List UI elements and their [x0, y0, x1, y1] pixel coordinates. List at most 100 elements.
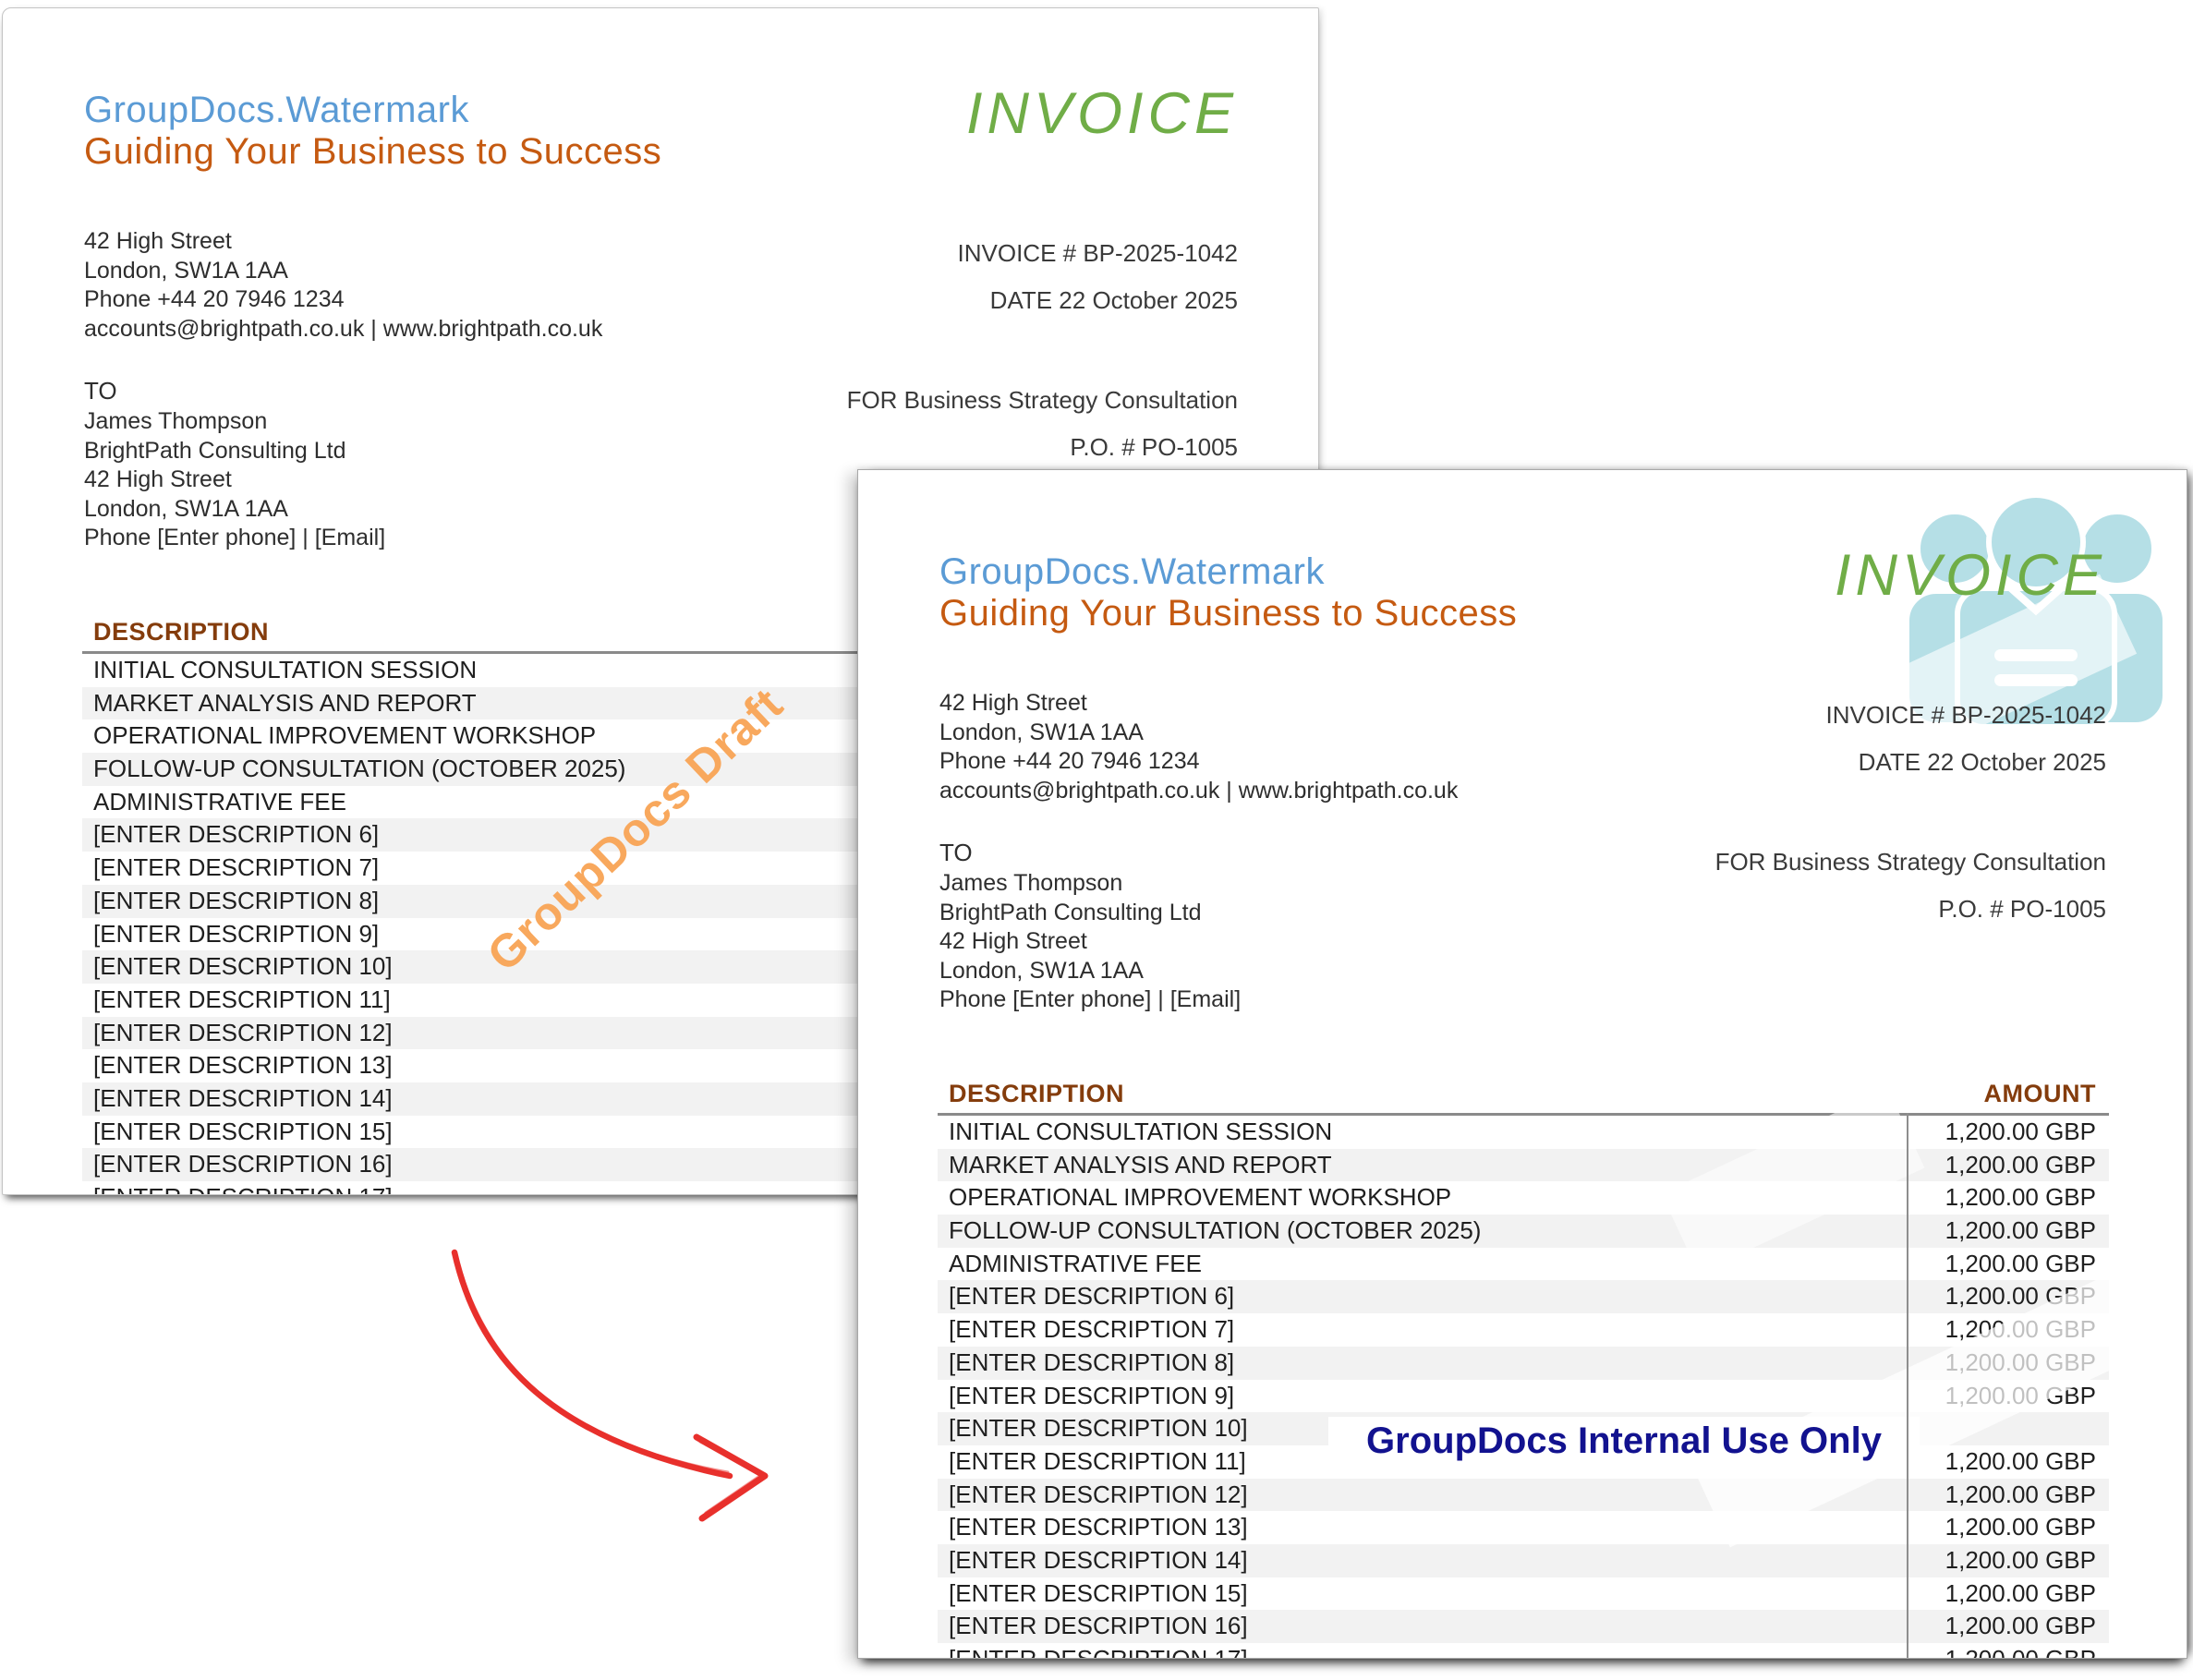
invoice-title: INVOICE — [965, 81, 1238, 146]
row-amount: 1,200.00 GBP — [1945, 1480, 2096, 1508]
table-row: [ENTER DESCRIPTION 11] — [82, 984, 1254, 1017]
amount-column-divider — [1907, 1113, 1908, 1658]
table-rows: INITIAL CONSULTATION SESSION 1,200.00 GB… — [938, 1116, 2109, 1659]
invoice-page-internal: GroupDocs.Watermark Guiding Your Busines… — [857, 469, 2187, 1659]
invoice-for: FOR Business Strategy Consultation — [846, 386, 1238, 414]
row-description: [ENTER DESCRIPTION 15] — [949, 1578, 1248, 1607]
recipient-line: 42 High Street — [939, 928, 1087, 954]
recipient-line: Phone [Enter phone] | [Email] — [939, 986, 1242, 1012]
row-amount: 1,200.00 GBP — [1945, 1612, 2096, 1640]
row-description: [ENTER DESCRIPTION 16] — [93, 1150, 393, 1178]
row-description: [ENTER DESCRIPTION 7] — [93, 853, 380, 882]
row-amount: 1,200.00 GBP — [1945, 1545, 2096, 1574]
row-description: INITIAL CONSULTATION SESSION — [93, 656, 478, 683]
invoice-date: DATE 22 October 2025 — [989, 285, 1238, 314]
row-amount: 1,200.00 GBP — [1945, 1381, 2096, 1409]
row-description: [ENTER DESCRIPTION 13] — [93, 1051, 393, 1080]
recipient-line: London, SW1A 1AA — [84, 495, 288, 522]
row-description: [ENTER DESCRIPTION 13] — [949, 1513, 1248, 1541]
row-amount: 1,200.00 GBP — [1945, 1183, 2096, 1212]
row-description: MARKET ANALYSIS AND REPORT — [949, 1150, 1332, 1178]
table-row: [ENTER DESCRIPTION 8] 1,200.00 GBP — [938, 1346, 2109, 1380]
table-row: INITIAL CONSULTATION SESSION — [82, 654, 1254, 687]
recipient-line: Phone [Enter phone] | [Email] — [84, 525, 386, 550]
row-amount: 1,200.00 GBP — [1945, 1118, 2096, 1145]
internal-use-watermark: GroupDocs Internal Use Only — [1328, 1417, 1920, 1466]
row-description: [ENTER DESCRIPTION 12] — [949, 1480, 1248, 1508]
table-row: [ENTER DESCRIPTION 17] — [82, 1181, 1254, 1194]
company-address-line: Phone +44 20 7946 1234 — [84, 286, 345, 312]
company-address-line: London, SW1A 1AA — [939, 719, 1144, 745]
recipient-line: BrightPath Consulting Ltd — [939, 899, 1202, 925]
row-description: [ENTER DESCRIPTION 11] — [949, 1446, 1246, 1475]
recipient-line: James Thompson — [84, 408, 268, 434]
row-description: [ENTER DESCRIPTION 12] — [93, 1018, 393, 1046]
row-amount: 1,200.00 GBP — [1945, 1216, 2096, 1245]
row-description: [ENTER DESCRIPTION 17] — [949, 1645, 1248, 1659]
invoice-po: P.O. # PO-1005 — [1938, 894, 2106, 923]
row-amount: 1,200.00 GBP — [1945, 1645, 2096, 1659]
row-amount: 1,200.00 GBP — [1945, 1315, 2096, 1344]
recipient-block: James Thompson BrightPath Consulting Ltd 4… — [84, 407, 385, 553]
invoice-date: DATE 22 October 2025 — [1858, 747, 2106, 776]
company-address-line: accounts@brightpath.co.uk | www.brightpa… — [84, 315, 603, 342]
table-row: [ENTER DESCRIPTION 15] — [82, 1116, 1254, 1149]
table-row: [ENTER DESCRIPTION 9] — [82, 918, 1254, 951]
row-description: FOLLOW-UP CONSULTATION (OCTOBER 2025) — [949, 1216, 1482, 1245]
table-row: [ENTER DESCRIPTION 14] 1,200.00 GBP — [938, 1543, 2109, 1577]
brand-tagline: Guiding Your Business to Success — [939, 593, 1518, 634]
row-description: [ENTER DESCRIPTION 14] — [93, 1083, 393, 1112]
row-description: ADMINISTRATIVE FEE — [949, 1249, 1202, 1277]
row-description: [ENTER DESCRIPTION 17] — [82, 1181, 1254, 1194]
row-amount: 1,200.00 GBP — [1945, 1513, 2096, 1541]
row-description: OPERATIONAL IMPROVEMENT WORKSHOP — [949, 1183, 1452, 1212]
row-description: MARKET ANALYSIS AND REPORT — [93, 688, 477, 717]
table-header-rule — [82, 651, 1254, 654]
table-row: [ENTER DESCRIPTION 13] — [82, 1049, 1254, 1082]
recipient-line: 42 High Street — [84, 466, 232, 492]
row-description: [ENTER DESCRIPTION 8] — [93, 886, 380, 914]
invoice-po: P.O. # PO-1005 — [1070, 432, 1238, 461]
row-description: INITIAL CONSULTATION SESSION — [949, 1118, 1333, 1145]
table-header-rule — [938, 1113, 2109, 1116]
row-amount: 1,200.00 GBP — [1945, 1150, 2096, 1178]
row-description: [ENTER DESCRIPTION 9] — [93, 919, 380, 948]
table-row: OPERATIONAL IMPROVEMENT WORKSHOP 1,200.0… — [938, 1181, 2109, 1215]
table-row: INITIAL CONSULTATION SESSION 1,200.00 GB… — [938, 1116, 2109, 1149]
table-row: [ENTER DESCRIPTION 13] 1,200.00 GBP — [938, 1511, 2109, 1544]
row-amount: 1,200.00 GBP — [1945, 1282, 2096, 1311]
table-row: [ENTER DESCRIPTION 9] 1,200.00 GBP — [938, 1380, 2109, 1413]
row-description: [ENTER DESCRIPTION 8] — [949, 1348, 1235, 1376]
row-description: [ENTER DESCRIPTION 7] — [949, 1315, 1235, 1344]
invoice-number: INVOICE # BP-2025-1042 — [1825, 701, 2107, 729]
row-description: [ENTER DESCRIPTION 11] — [93, 985, 391, 1013]
table-row: FOLLOW-UP CONSULTATION (OCTOBER 2025) 1,… — [938, 1215, 2109, 1248]
invoice-meta-secondary: FOR Business Strategy Consultation P.O. … — [847, 377, 1238, 470]
recipient-line: London, SW1A 1AA — [939, 957, 1144, 984]
brand-name: GroupDocs.Watermark — [939, 551, 1325, 592]
company-address-line: accounts@brightpath.co.uk | www.brightpa… — [939, 777, 1459, 804]
row-description: [ENTER DESCRIPTION 15] — [93, 1117, 393, 1145]
table-row: [ENTER DESCRIPTION 15] 1,200.00 GBP — [938, 1577, 2109, 1611]
invoice-for: FOR Business Strategy Consultation — [1714, 848, 2106, 876]
company-address-line: London, SW1A 1AA — [84, 257, 288, 284]
row-description: [ENTER DESCRIPTION 10] — [949, 1414, 1248, 1443]
row-description: [ENTER DESCRIPTION 6] — [93, 820, 380, 849]
table-row: ADMINISTRATIVE FEE — [82, 786, 1254, 819]
invoice-meta: INVOICE # BP-2025-1042 DATE 22 October 2… — [1826, 692, 2107, 785]
row-amount: 1,200.00 GBP — [1945, 1348, 2096, 1376]
invoice-number: INVOICE # BP-2025-1042 — [957, 239, 1239, 267]
brand-tagline: Guiding Your Business to Success — [84, 131, 662, 172]
to-label: TO — [939, 839, 973, 866]
company-address-line: Phone +44 20 7946 1234 — [939, 748, 1200, 774]
description-column-header: DESCRIPTION — [949, 1080, 1125, 1107]
row-description: [ENTER DESCRIPTION 14] — [949, 1545, 1248, 1574]
table-row: OPERATIONAL IMPROVEMENT WORKSHOP — [82, 719, 1254, 753]
table-row: [ENTER DESCRIPTION 17] 1,200.00 GBP — [938, 1643, 2109, 1659]
to-label: TO — [84, 377, 117, 405]
amount-column-header: AMOUNT — [1983, 1080, 2096, 1107]
invoice-meta-secondary: FOR Business Strategy Consultation P.O. … — [1715, 839, 2106, 932]
row-description: [ENTER DESCRIPTION 10] — [93, 952, 393, 981]
row-amount: 1,200.00 GBP — [1945, 1249, 2096, 1277]
